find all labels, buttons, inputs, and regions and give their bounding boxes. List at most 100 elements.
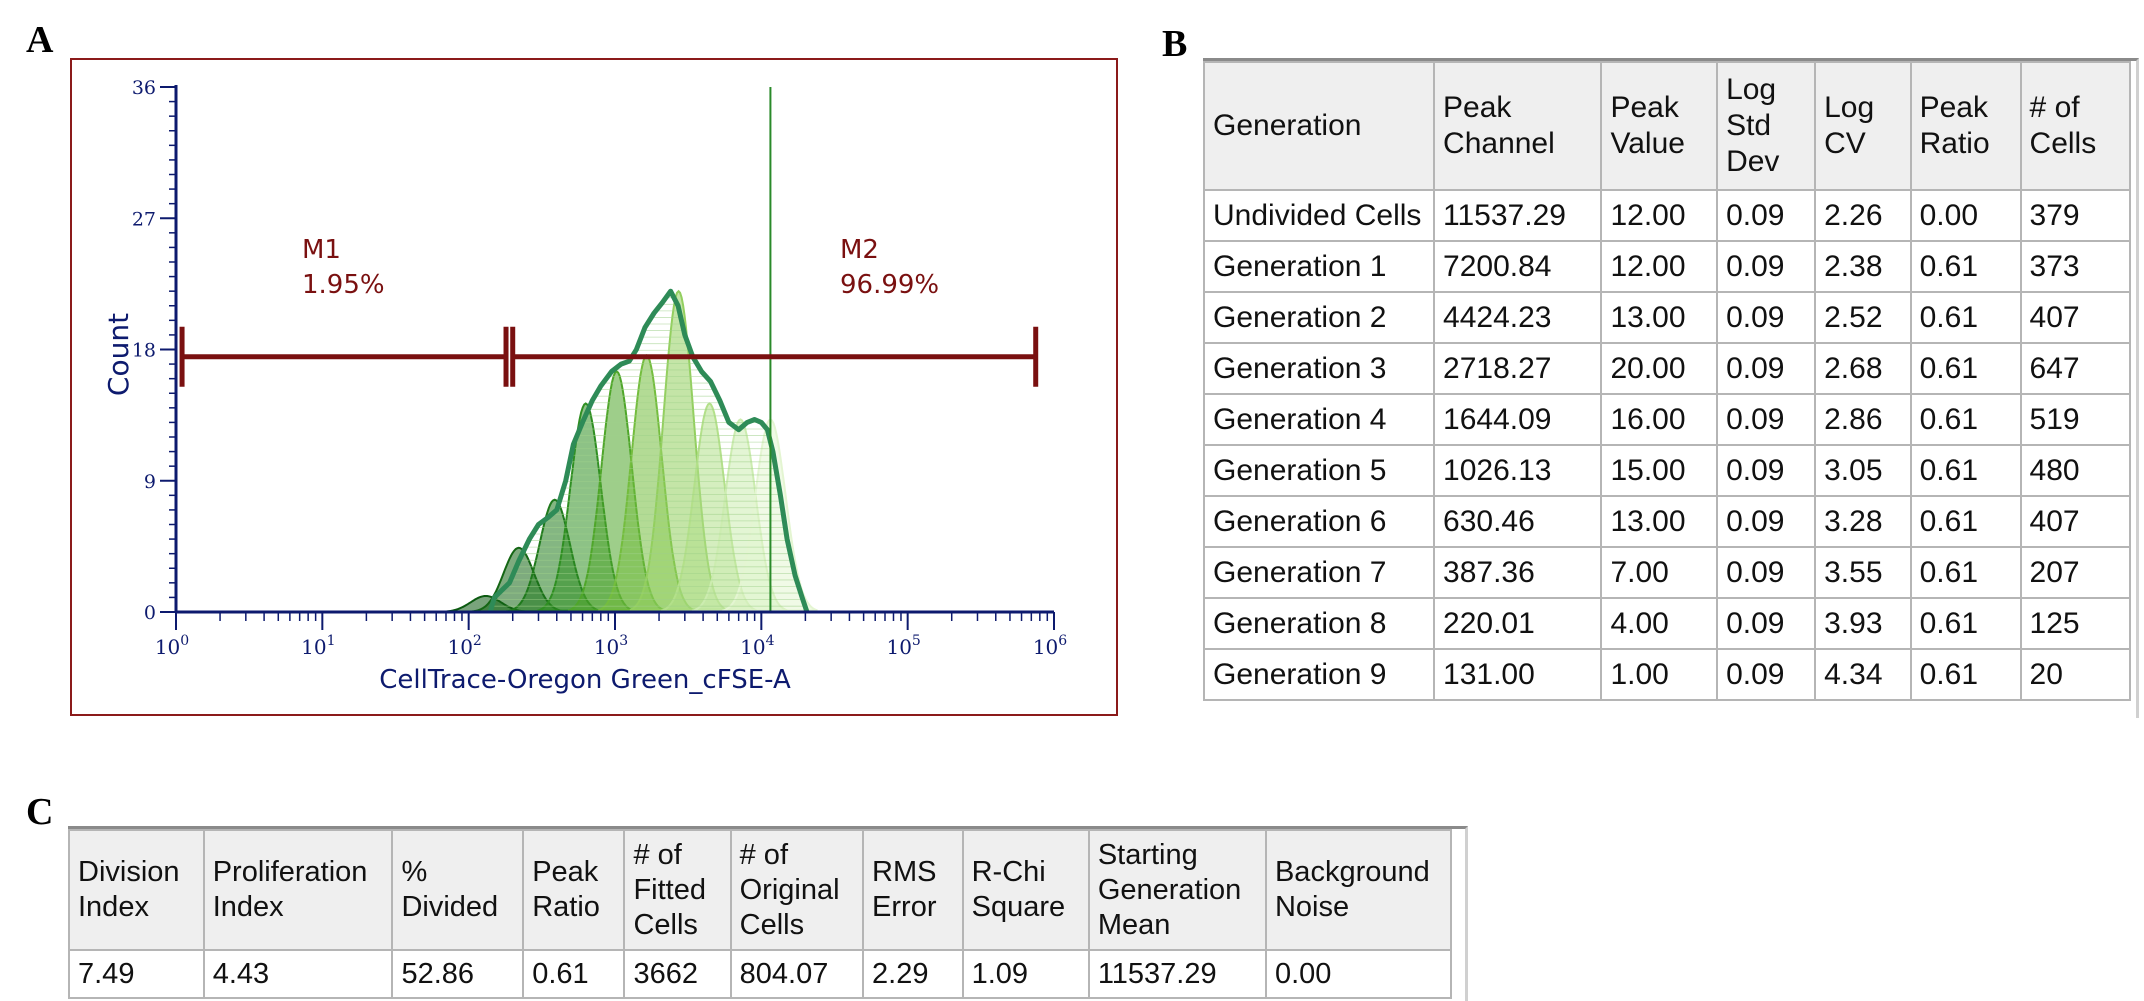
generation-table-cell: 15.00 (1600, 444, 1719, 497)
generation-table-cell: 519 (2019, 393, 2132, 446)
generation-table-cell: 480 (2019, 444, 2132, 497)
generation-table-cell: 0.09 (1716, 648, 1817, 701)
x-axis-label: CellTrace-Oregon Green_cFSE-A (379, 665, 791, 695)
generation-table-cell: 0.09 (1716, 546, 1817, 599)
generation-table-row: Generation 9 131.00 1.00 0.09 4.34 0.61 20 (1203, 648, 2132, 701)
generation-table-cell: 0.61 (1909, 495, 2022, 548)
generation-table-cell: 0.61 (1909, 597, 2022, 650)
generation-table-row: Generation 4 1644.09 16.00 0.09 2.86 0.61 519 (1203, 393, 2132, 446)
generation-table-cell: Generation 9 (1203, 648, 1436, 701)
generation-table-cell: 0.61 (1909, 648, 2022, 701)
generation-table-cell: 2718.27 (1433, 342, 1603, 395)
generation-table-cell: 3.28 (1814, 495, 1912, 548)
summary-table-cell: 0.00 (1264, 949, 1453, 999)
generation-table-cell: 0.09 (1716, 393, 1817, 446)
generation-table: Generation Peak Channel Peak Value Log Std … (1203, 61, 2132, 701)
generation-table-row: Generation 8 220.01 4.00 0.09 3.93 0.61 125 (1203, 597, 2132, 650)
summary-table-header: Division Index (68, 829, 205, 951)
y-tick-label: 27 (132, 208, 156, 230)
generation-table-cell: 20.00 (1600, 342, 1719, 395)
generation-table-cell: 4.34 (1814, 648, 1912, 701)
x-tick-label: 100 (155, 633, 189, 659)
generation-table-header: Log CV (1814, 61, 1912, 191)
summary-table-container: Division Index Proliferation Index% Divid… (68, 826, 1468, 1001)
summary-table-cell: 0.61 (522, 949, 626, 999)
x-tick-label: 106 (1033, 633, 1067, 659)
y-axis-label: Count (102, 313, 135, 396)
generation-table-cell: 3.05 (1814, 444, 1912, 497)
panel-label-a: A (26, 19, 54, 61)
generation-table-cell: 13.00 (1600, 291, 1719, 344)
generation-table-cell: 0.09 (1716, 240, 1817, 293)
generation-table-header: # of Cells (2019, 61, 2132, 191)
generation-table-header-row: Generation Peak Channel Peak Value Log Std … (1203, 61, 2132, 191)
fit-envelope-line (487, 288, 810, 613)
generation-table-cell: 7200.84 (1433, 240, 1603, 293)
generation-table-header: Peak Channel (1433, 61, 1603, 191)
generation-table-header: Generation (1203, 61, 1436, 191)
generation-table-cell: Generation 7 (1203, 546, 1436, 599)
generation-table-cell: 379 (2019, 189, 2132, 242)
summary-table-cell: 11537.29 (1087, 949, 1267, 999)
x-tick-label: 104 (740, 633, 774, 659)
generation-table-container: Generation Peak Channel Peak Value Log Std … (1203, 58, 2139, 718)
generation-table-cell: 0.09 (1716, 291, 1817, 344)
marker-percent: 96.99% (840, 270, 939, 300)
generation-table-cell: 0.09 (1716, 342, 1817, 395)
generation-table-row: Generation 1 7200.84 12.00 0.09 2.38 0.61 373 (1203, 240, 2132, 293)
generation-table-cell: 0.61 (1909, 444, 2022, 497)
generation-table-row: Generation 2 4424.23 13.00 0.09 2.52 0.61 407 (1203, 291, 2132, 344)
generation-table-cell: 407 (2019, 495, 2132, 548)
generation-table-row: Undivided Cells 11537.29 12.00 0.09 2.26 0.00… (1203, 189, 2132, 242)
generation-table-cell: 1026.13 (1433, 444, 1603, 497)
summary-table-header: Proliferation Index (202, 829, 394, 951)
generation-table-cell: Generation 4 (1203, 393, 1436, 446)
y-tick-label: 18 (132, 340, 156, 362)
generation-table-cell: Generation 6 (1203, 495, 1436, 548)
y-tick-label: 9 (144, 471, 156, 493)
generation-table-cell: 1644.09 (1433, 393, 1603, 446)
summary-table-row: 7.49 4.43 52.86 0.61 3662 804.07 2.29 1.09 11537… (68, 949, 1453, 999)
generation-table-row: Generation 6 630.46 13.00 0.09 3.28 0.61 407 (1203, 495, 2132, 548)
generation-table-cell: 1.00 (1600, 648, 1719, 701)
generation-table-cell: 11537.29 (1433, 189, 1603, 242)
generation-table-cell: 0.61 (1909, 240, 2022, 293)
generation-table-cell: 2.38 (1814, 240, 1912, 293)
generation-table-cell: 4424.23 (1433, 291, 1603, 344)
generation-table-cell: 125 (2019, 597, 2132, 650)
summary-table-header: % Divided (391, 829, 525, 951)
generation-table-row: Generation 5 1026.13 15.00 0.09 3.05 0.61 480 (1203, 444, 2132, 497)
generation-table-cell: 647 (2019, 342, 2132, 395)
panel-label-c: C (26, 791, 54, 833)
x-tick-label: 103 (594, 633, 628, 659)
summary-table-cell: 1.09 (961, 949, 1090, 999)
generation-table-cell: Undivided Cells (1203, 189, 1436, 242)
summary-table-header: Starting Generation Mean (1087, 829, 1267, 951)
generation-table-cell: 12.00 (1600, 240, 1719, 293)
generation-table-cell: 12.00 (1600, 189, 1719, 242)
summary-table-header: Background Noise (1264, 829, 1453, 951)
generation-table-cell: 630.46 (1433, 495, 1603, 548)
generation-table-cell: 0.00 (1909, 189, 2022, 242)
x-tick-label: 105 (886, 633, 920, 659)
generation-table-cell: Generation 5 (1203, 444, 1436, 497)
generation-table-cell: 20 (2019, 648, 2132, 701)
generation-table-cell: 0.61 (1909, 342, 2022, 395)
summary-table-header: Peak Ratio (522, 829, 626, 951)
panel-label-b: B (1162, 23, 1188, 65)
summary-table-header: # of Fitted Cells (623, 829, 732, 951)
generation-table-row: Generation 3 2718.27 20.00 0.09 2.68 0.61 647 (1203, 342, 2132, 395)
generation-table-cell: 13.00 (1600, 495, 1719, 548)
summary-table-cell: 804.07 (729, 949, 865, 999)
y-tick-label: 0 (144, 602, 156, 624)
summary-table-cell: 52.86 (391, 949, 525, 999)
generation-table-cell: 373 (2019, 240, 2132, 293)
summary-table-cell: 4.43 (202, 949, 394, 999)
generation-table-cell: 131.00 (1433, 648, 1603, 701)
generation-table-cell: 0.09 (1716, 597, 1817, 650)
summary-table-header: R-Chi Square (961, 829, 1090, 951)
generation-table-cell: 2.52 (1814, 291, 1912, 344)
generation-table-cell: 2.86 (1814, 393, 1912, 446)
generation-table-body: Undivided Cells 11537.29 12.00 0.09 2.26 0.00… (1203, 189, 2132, 701)
